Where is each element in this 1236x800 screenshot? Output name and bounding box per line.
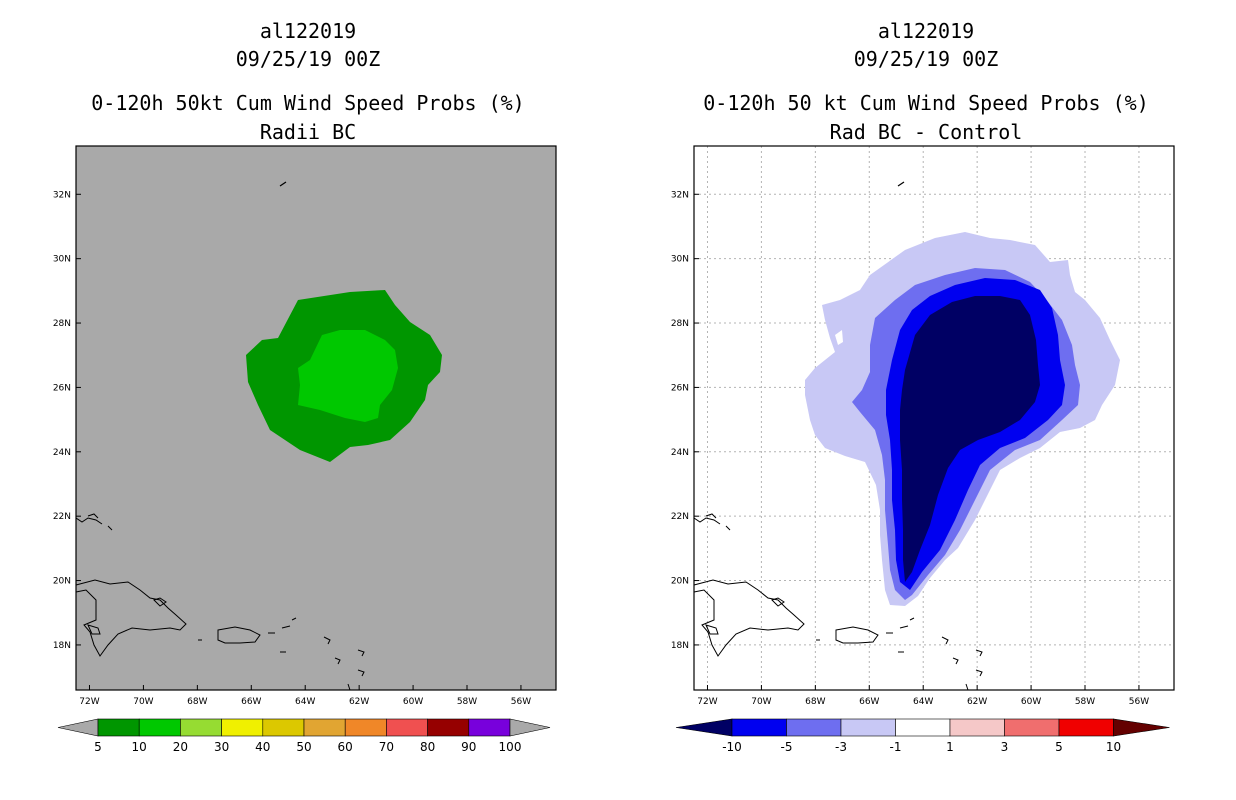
- right-colorbar-label: -3: [835, 740, 847, 754]
- y-tick-label: 28N: [53, 319, 71, 329]
- left-colorbar-swatch: [303, 718, 346, 737]
- right-colorbar-swatch: [895, 718, 951, 737]
- right-colorbar-high-arrow: [1113, 718, 1170, 737]
- left-axis-ticks: 72W 70W 68W 66W 64W 62W 60W 58W 56W 18N 20N 22N 24N 2…: [53, 190, 531, 707]
- left-colorbar-label: 50: [296, 740, 311, 754]
- right-colorbar-swatch: [1004, 718, 1060, 737]
- left-title-product: 0-120h 50kt Cum Wind Speed Probs (%): [91, 91, 525, 115]
- left-colorbar-swatch: [427, 718, 470, 737]
- left-colorbar-swatch: [138, 718, 181, 737]
- left-colorbar-label: 100: [499, 740, 522, 754]
- right-title-product: 0-120h 50 kt Cum Wind Speed Probs (%): [703, 91, 1149, 115]
- left-colorbar-label: 20: [173, 740, 188, 754]
- right-map: 72W 70W 68W 66W 64W 62W 60W 58W 56W 18N 20N 22N 24N 2…: [671, 145, 1175, 754]
- y-tick-label: 18N: [53, 641, 71, 651]
- right-title-time: 09/25/19 00Z: [853, 47, 999, 71]
- left-colorbar-swatch: [221, 718, 264, 737]
- y-tick-label: 22N: [53, 512, 71, 522]
- left-title-storm: al122019: [259, 19, 357, 43]
- x-tick-label: 58W: [457, 697, 477, 707]
- right-colorbar-low-arrow: [675, 718, 733, 737]
- y-tick-label: 20N: [53, 577, 71, 587]
- right-colorbar-swatch: [949, 718, 1005, 737]
- right-colorbar-swatch: [731, 718, 787, 737]
- left-colorbar-low-arrow: [57, 718, 99, 737]
- x-tick-label: 62W: [349, 697, 369, 707]
- left-colorbar-label: 10: [132, 740, 147, 754]
- x-tick-label: 70W: [133, 697, 153, 707]
- right-colorbar-label: -5: [781, 740, 793, 754]
- left-colorbar-label: 90: [461, 740, 476, 754]
- y-tick-label: 18N: [671, 641, 689, 651]
- right-map-frame: [693, 145, 1175, 691]
- y-tick-label: 22N: [671, 512, 689, 522]
- x-tick-label: 72W: [79, 697, 99, 707]
- x-tick-label: 72W: [697, 697, 717, 707]
- left-colorbar-label: 60: [338, 740, 353, 754]
- right-colorbar: -10 -5 -3 -1 1 3 5 10: [675, 718, 1170, 754]
- left-colorbar-label: 40: [255, 740, 270, 754]
- y-tick-label: 26N: [53, 383, 71, 393]
- y-tick-label: 32N: [53, 190, 71, 200]
- x-tick-label: 66W: [241, 697, 261, 707]
- y-tick-label: 24N: [671, 448, 689, 458]
- right-colorbar-label: 10: [1106, 740, 1121, 754]
- y-tick-label: 30N: [671, 255, 689, 265]
- left-contour-10-20: [298, 330, 398, 422]
- left-map-frame: [75, 145, 557, 691]
- right-contour-below-minus10: [900, 296, 1040, 582]
- left-colorbar-swatch: [97, 718, 140, 737]
- left-colorbar-label: 5: [94, 740, 102, 754]
- x-tick-label: 70W: [751, 697, 771, 707]
- left-colorbar-swatch: [468, 718, 511, 737]
- left-title-method: Radii BC: [259, 120, 357, 144]
- left-colorbar-label: 30: [214, 740, 229, 754]
- y-tick-label: 32N: [671, 190, 689, 200]
- right-colorbar-swatch: [786, 718, 842, 737]
- right-title-method: Rad BC - Control: [829, 120, 1023, 144]
- left-colorbar-swatch: [344, 718, 387, 737]
- y-tick-label: 26N: [671, 383, 689, 393]
- right-title-storm: al122019: [877, 19, 975, 43]
- x-tick-label: 60W: [403, 697, 423, 707]
- x-tick-label: 64W: [913, 697, 933, 707]
- right-colorbar-swatch: [1058, 718, 1114, 737]
- left-bermuda-outline: [279, 181, 287, 187]
- left-colorbar-label: 70: [379, 740, 394, 754]
- x-tick-label: 68W: [805, 697, 825, 707]
- left-colorbar: 5 10 20 30 40 50 60 70 80 90 100: [57, 718, 551, 754]
- right-colorbar-label: 1: [946, 740, 954, 754]
- y-tick-label: 24N: [53, 448, 71, 458]
- right-colorbar-label: 3: [1001, 740, 1009, 754]
- right-colorbar-label: -10: [722, 740, 742, 754]
- y-tick-label: 30N: [53, 255, 71, 265]
- right-bermuda-outline: [897, 181, 905, 187]
- y-tick-label: 28N: [671, 319, 689, 329]
- left-title-time: 09/25/19 00Z: [235, 47, 381, 71]
- left-colorbar-high-arrow: [509, 718, 551, 737]
- left-colorbar-swatch: [386, 718, 428, 737]
- x-tick-label: 60W: [1021, 697, 1041, 707]
- left-colorbar-label: 80: [420, 740, 435, 754]
- left-map: 72W 70W 68W 66W 64W 62W 60W 58W 56W 18N 20N 22N 24N 2…: [53, 145, 557, 754]
- right-colorbar-label: -1: [890, 740, 902, 754]
- x-tick-label: 58W: [1075, 697, 1095, 707]
- x-tick-label: 66W: [859, 697, 879, 707]
- left-colorbar-swatch: [180, 718, 222, 737]
- x-tick-label: 64W: [295, 697, 315, 707]
- x-tick-label: 56W: [511, 697, 531, 707]
- right-colorbar-label: 5: [1055, 740, 1063, 754]
- y-tick-label: 20N: [671, 577, 689, 587]
- x-tick-label: 68W: [187, 697, 207, 707]
- right-axis-ticks: 72W 70W 68W 66W 64W 62W 60W 58W 56W 18N 20N 22N 24N 2…: [671, 190, 1149, 707]
- left-colorbar-swatch: [262, 718, 305, 737]
- x-tick-label: 56W: [1129, 697, 1149, 707]
- right-colorbar-swatch: [840, 718, 896, 737]
- left-coastlines: [75, 513, 365, 691]
- right-contour-small-patch: [835, 330, 843, 345]
- right-coastlines: [693, 513, 983, 691]
- x-tick-label: 62W: [967, 697, 987, 707]
